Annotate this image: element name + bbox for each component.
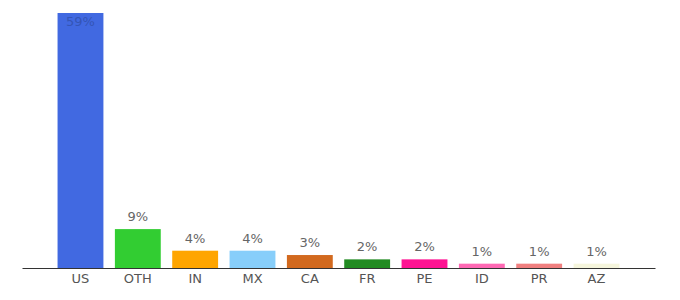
x-tick: PR — [531, 271, 548, 286]
x-tick: MX — [242, 271, 262, 286]
bar — [402, 259, 448, 268]
x-tick-label: OTH — [124, 271, 152, 286]
bar — [115, 229, 161, 268]
x-axis-line — [23, 268, 656, 269]
x-tick-label: PE — [416, 271, 432, 286]
data-label: 9% — [128, 209, 149, 224]
data-label: 3% — [300, 235, 321, 250]
bar — [172, 251, 218, 268]
bar — [58, 13, 104, 268]
x-tick: ID — [475, 271, 489, 286]
bar — [459, 264, 505, 268]
data-labels: 59% 9% 4% 4% 3% 2% 2% 1% 1% 1% — [66, 14, 607, 259]
data-label: 4% — [242, 231, 263, 246]
x-tick: IN — [188, 271, 202, 286]
x-tick: FR — [359, 271, 376, 286]
x-tick: OTH — [124, 271, 152, 286]
chart: 59% 9% 4% 4% 3% 2% 2% 1% 1% 1% US OTH IN MX CA FR PE ID PR… — [0, 0, 680, 300]
bars — [58, 13, 620, 268]
data-label: 2% — [357, 239, 378, 254]
x-tick-label: CA — [301, 271, 319, 286]
x-axis: US OTH IN MX CA FR PE ID PR AZ — [23, 269, 656, 287]
x-tick: CA — [301, 271, 319, 286]
data-label: 1% — [586, 244, 607, 259]
x-tick: PE — [416, 271, 432, 286]
data-label: 1% — [472, 244, 493, 259]
bar — [516, 264, 562, 268]
data-label: 2% — [414, 239, 435, 254]
bar — [230, 251, 276, 268]
bar — [344, 259, 390, 268]
x-tick-label: AZ — [588, 271, 606, 286]
x-tick: US — [72, 271, 90, 286]
x-tick-label: US — [72, 271, 90, 286]
x-tick-label: FR — [359, 271, 376, 286]
x-tick-label: IN — [188, 271, 202, 286]
bar — [287, 255, 333, 268]
x-tick-label: MX — [242, 271, 262, 286]
data-label: 4% — [185, 231, 206, 246]
x-tick: AZ — [588, 271, 606, 286]
x-tick-label: PR — [531, 271, 548, 286]
data-label: 1% — [529, 244, 550, 259]
bar — [574, 264, 620, 268]
x-tick-label: ID — [475, 271, 489, 286]
data-label: 59% — [66, 14, 95, 29]
